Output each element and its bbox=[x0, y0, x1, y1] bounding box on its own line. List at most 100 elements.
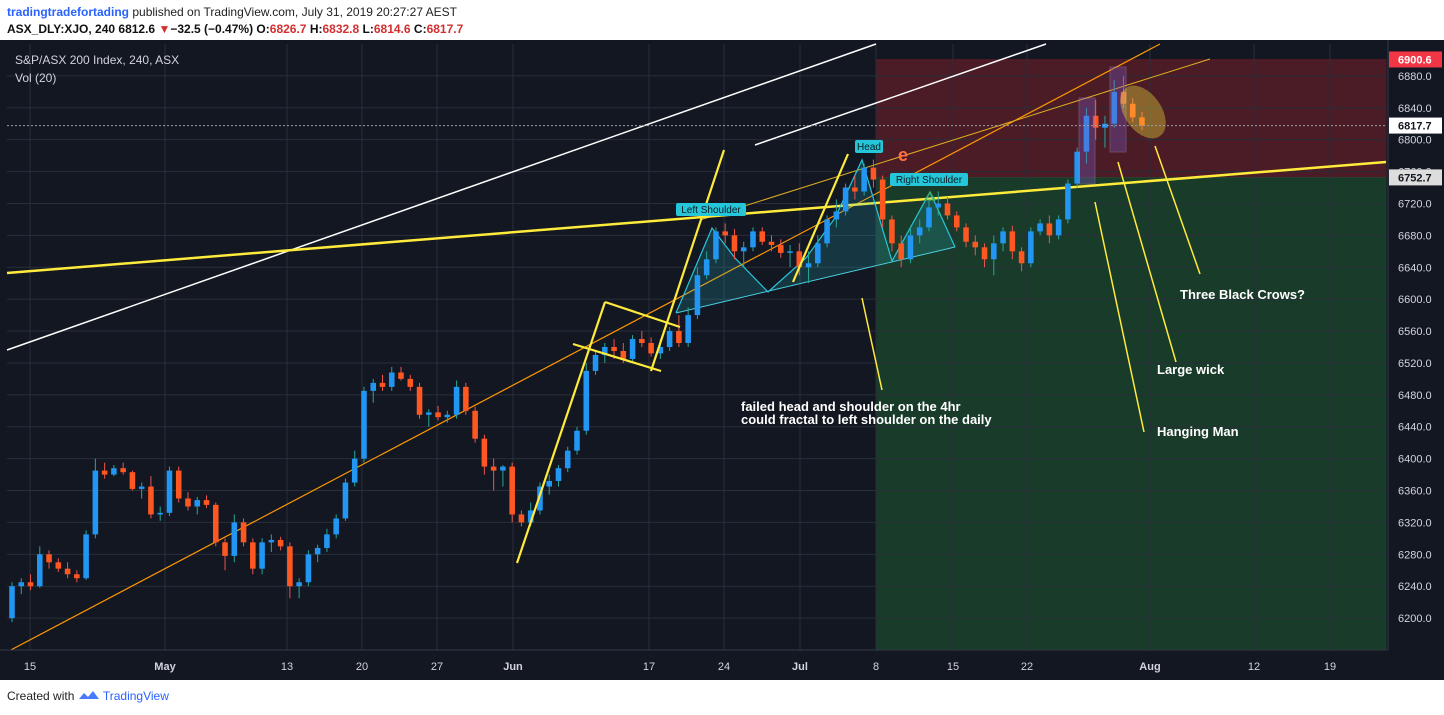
candle-body bbox=[852, 187, 858, 192]
large-wick-highlight bbox=[1109, 66, 1127, 153]
price-tick-label: 6840.0 bbox=[1398, 103, 1432, 115]
candle-body bbox=[416, 386, 423, 415]
candle-body bbox=[101, 470, 108, 475]
candle-body bbox=[731, 235, 738, 252]
time-tick-label: 15 bbox=[24, 661, 36, 673]
price-tick-label: 6400.0 bbox=[1398, 454, 1432, 466]
candle-body bbox=[1111, 91, 1117, 124]
candle-body bbox=[92, 470, 99, 535]
time-tick-label: Jul bbox=[792, 661, 808, 673]
candle-body bbox=[277, 539, 284, 547]
created-with-text: Created with bbox=[7, 689, 75, 703]
hanging-man-label: Hanging Man bbox=[1157, 424, 1239, 439]
high-label: H: bbox=[309, 22, 323, 36]
price-tick-label: 6440.0 bbox=[1398, 422, 1432, 434]
candle-body bbox=[611, 347, 617, 351]
impulse-leg-3 bbox=[791, 153, 850, 283]
candle-body bbox=[768, 241, 775, 245]
publish-line: tradingtradefortading published on Tradi… bbox=[7, 5, 457, 19]
candle-body bbox=[740, 247, 747, 252]
time-tick-label: 19 bbox=[1324, 661, 1336, 673]
candle-body bbox=[666, 331, 673, 347]
candle-body bbox=[185, 498, 191, 507]
candle-body bbox=[259, 542, 265, 569]
candle-body bbox=[481, 438, 488, 467]
candle-body bbox=[824, 219, 830, 244]
time-tick-label: 8 bbox=[873, 661, 879, 673]
candle-body bbox=[157, 512, 163, 515]
head-shoulders-fill bbox=[676, 160, 955, 313]
gold-channel-line bbox=[699, 58, 1211, 221]
candle-body bbox=[1037, 223, 1043, 232]
candle-body bbox=[9, 586, 15, 619]
candle-body bbox=[953, 215, 960, 228]
price-tick-label: 6800.0 bbox=[1398, 135, 1432, 147]
arrow-failed-hs bbox=[861, 297, 883, 391]
candle-body bbox=[972, 241, 979, 248]
three-black-crows-highlight bbox=[1120, 85, 1166, 139]
price-tick-label: 6680.0 bbox=[1398, 230, 1432, 242]
arrow-hanging-man bbox=[1094, 201, 1145, 433]
candle-body bbox=[694, 275, 701, 316]
price-change: −32.5 (−0.47%) bbox=[170, 22, 254, 36]
time-tick-label: May bbox=[154, 661, 176, 673]
candle-body bbox=[546, 480, 552, 487]
yellow-neckline bbox=[6, 160, 1387, 275]
candle-body bbox=[574, 430, 580, 451]
price-label-text: 6817.7 bbox=[1398, 121, 1432, 133]
price-tick-label: 6720.0 bbox=[1398, 198, 1432, 210]
time-tick-label: 24 bbox=[718, 661, 730, 673]
arrow-three-black-crows bbox=[1154, 145, 1201, 275]
three-black-crows-label: Three Black Crows? bbox=[1180, 287, 1305, 302]
candle-body bbox=[212, 504, 219, 543]
tradingview-logo-icon bbox=[78, 689, 103, 703]
candle-body bbox=[1018, 251, 1025, 264]
candle-body bbox=[463, 386, 469, 411]
open-value: 6826.7 bbox=[269, 22, 307, 36]
candle-body bbox=[129, 472, 136, 489]
candle-body bbox=[527, 510, 534, 523]
time-axis-background bbox=[0, 650, 1444, 680]
candle-body bbox=[750, 231, 756, 248]
price-tick-label: 6600.0 bbox=[1398, 294, 1432, 306]
candle-body bbox=[240, 522, 247, 543]
candle-body bbox=[1055, 219, 1062, 236]
candle-body bbox=[879, 179, 886, 220]
price-label-badge bbox=[1389, 51, 1442, 68]
candle-body bbox=[305, 554, 312, 583]
time-tick-label: Aug bbox=[1139, 661, 1160, 673]
candlestick-chart[interactable]: 6200.0 6240.0 6280.0 6320.0 6360.0 6400.0 6440… bbox=[0, 40, 1444, 680]
author-link[interactable]: tradingtradefortading bbox=[7, 5, 129, 19]
candle-body bbox=[175, 470, 182, 499]
candle-body bbox=[370, 382, 377, 391]
down-arrow-icon: ▼ bbox=[158, 22, 171, 36]
chart-area[interactable]: 6200.0 6240.0 6280.0 6320.0 6360.0 6400.0 6440… bbox=[0, 40, 1444, 680]
candle-body bbox=[713, 231, 719, 260]
candle-body bbox=[203, 500, 210, 505]
candle-body bbox=[351, 458, 358, 483]
candle-body bbox=[1129, 103, 1136, 118]
candle-body bbox=[500, 466, 506, 471]
last-price: 6812.6 bbox=[118, 22, 156, 36]
candle-body bbox=[898, 243, 904, 260]
candle-body bbox=[444, 414, 451, 418]
price-label-badge bbox=[1389, 169, 1442, 186]
candle-body bbox=[805, 263, 812, 268]
candle-body bbox=[518, 514, 525, 523]
candle-body bbox=[111, 468, 117, 475]
candle-body bbox=[18, 582, 25, 587]
candle-body bbox=[1083, 115, 1090, 152]
candle-body bbox=[407, 378, 414, 387]
wave-e-label: e bbox=[898, 145, 908, 165]
candle-body bbox=[963, 227, 969, 242]
time-tick-label: 17 bbox=[643, 661, 655, 673]
candle-body bbox=[1046, 223, 1053, 236]
time-tick-label: 20 bbox=[356, 661, 368, 673]
candle-body bbox=[64, 568, 71, 575]
price-tick-label: 6280.0 bbox=[1398, 549, 1432, 561]
price-axis-background bbox=[1388, 40, 1444, 680]
candle-body bbox=[138, 486, 145, 489]
candle-body bbox=[564, 450, 571, 469]
tradingview-link[interactable]: TradingView bbox=[102, 689, 169, 703]
right-shoulder-marker bbox=[924, 191, 936, 201]
